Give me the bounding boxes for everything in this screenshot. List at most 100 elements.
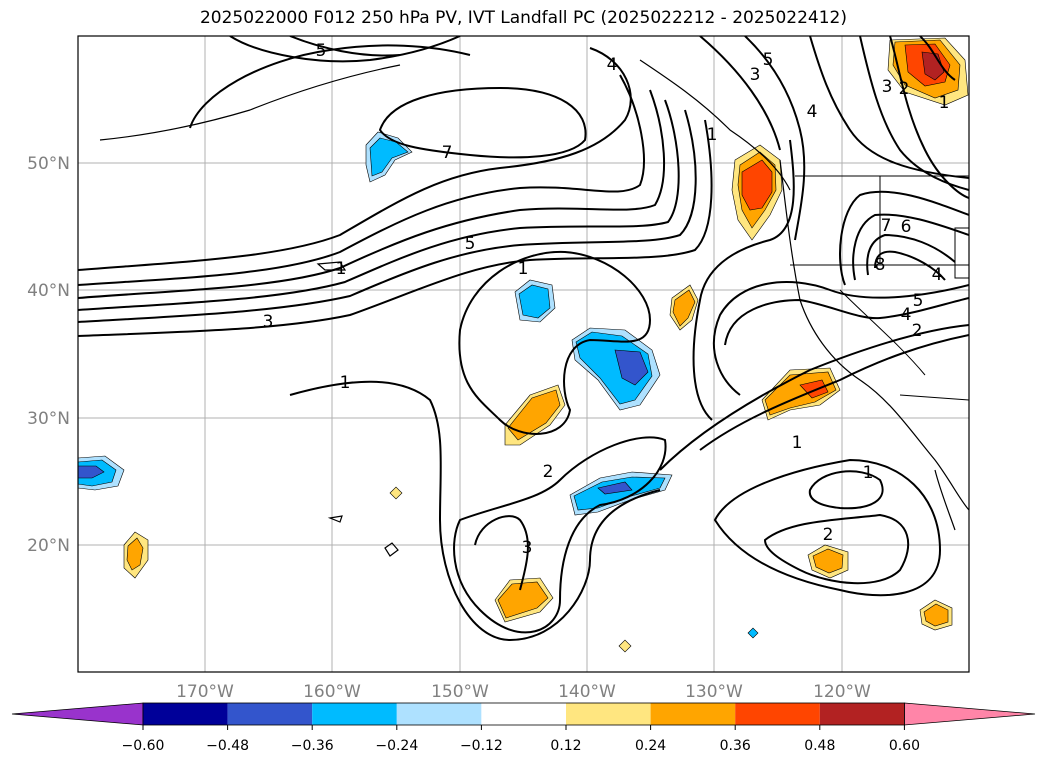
hawaii-big <box>384 542 399 557</box>
contour-zc <box>229 36 461 63</box>
colorbar-tick-label: −0.36 <box>291 738 334 754</box>
anomaly-16n-inner <box>497 581 549 619</box>
colorbar-box <box>143 703 228 725</box>
map-title: 2025022000 F012 250 hPa PV, IVT Landfall… <box>199 8 847 28</box>
contour-label-4b: 4 <box>807 102 818 122</box>
contour-label-1f: 1 <box>939 93 950 113</box>
anomaly-dot-3 <box>747 627 759 639</box>
contour-u <box>866 233 956 276</box>
colorbar-tick-label: 0.36 <box>720 738 751 754</box>
contour-v <box>874 250 946 281</box>
colorbar-box <box>819 703 905 725</box>
hawaii-small <box>327 515 343 523</box>
baja <box>934 469 956 531</box>
contour-label-group: 7 5 3 1 1 2 3 4 3 4 5 1 1 2 1 4 5 6 7 8 … <box>263 41 950 558</box>
contour-label-4a: 4 <box>607 55 618 75</box>
borders <box>790 175 969 401</box>
ivt-contours <box>78 36 969 642</box>
lon-label-140w: 140°W <box>558 682 616 702</box>
axis-labels: 50°N 40°N 30°N 20°N 170°W 160°W 150°W 14… <box>27 154 871 702</box>
contour-label-5d: 5 <box>316 41 327 61</box>
colorbar-box <box>650 703 736 725</box>
colorbar-tick-label: −0.60 <box>122 738 165 754</box>
colorbar-tick-label: −0.48 <box>206 738 249 754</box>
colorbar-extend-left <box>11 702 144 726</box>
west-coast <box>779 159 969 511</box>
contour-label-1g: 1 <box>336 259 347 279</box>
colorbar-tick-label: −0.24 <box>375 738 418 754</box>
anomaly-145w-inner <box>507 389 561 441</box>
anomaly-138w-mid <box>575 331 653 405</box>
colorbar-segments <box>11 702 1036 726</box>
contour-p <box>724 297 969 346</box>
lat-label-40n: 40°N <box>27 281 70 301</box>
contour-label-2d: 2 <box>899 79 910 99</box>
contour-label-5c: 5 <box>913 291 924 311</box>
anomaly-138w-inner <box>614 349 649 386</box>
contour-q <box>712 281 969 396</box>
contour-zf <box>919 36 956 81</box>
contour-h <box>453 436 667 634</box>
anomaly-113w-inner <box>923 603 949 627</box>
contour-z <box>744 36 806 241</box>
contour-label-1b: 1 <box>518 259 529 279</box>
lon-label-150w: 150°W <box>431 682 489 702</box>
contour-e <box>78 109 697 323</box>
contour-j <box>458 250 652 435</box>
contour-label-4c: 4 <box>901 305 912 325</box>
contour-label-2b: 2 <box>823 525 834 545</box>
contour-label-7a: 7 <box>442 143 453 163</box>
contour-m <box>808 470 884 510</box>
contour-f <box>78 119 713 337</box>
contour-l <box>763 513 910 585</box>
contour-c <box>78 89 666 299</box>
filled-anomalies <box>78 37 969 653</box>
contour-label-2c: 2 <box>912 321 923 341</box>
lat-label-50n: 50°N <box>27 154 70 174</box>
anomaly-vi-inner <box>741 159 773 211</box>
contour-label-1d: 1 <box>792 433 803 453</box>
island-1 <box>316 261 347 271</box>
anomaly-24n-inner <box>597 481 633 495</box>
anomaly-ne-core <box>921 51 945 81</box>
contour-y <box>809 36 969 179</box>
contour-label-1e: 1 <box>863 463 874 483</box>
contour-label-5b: 5 <box>763 50 774 70</box>
colorbar-tick-label: 0.24 <box>635 738 666 754</box>
contour-label-8: 8 <box>875 255 886 275</box>
colorbar-frame <box>142 702 905 726</box>
mexico-border <box>899 394 969 401</box>
anomaly-west-inner <box>78 465 105 479</box>
anomaly-176w-inner <box>126 537 144 571</box>
contour-d <box>78 99 680 311</box>
anomaly-dot-2 <box>618 639 632 653</box>
contour-n <box>699 334 969 451</box>
colorbar-box <box>312 703 397 725</box>
anomaly-dot-1 <box>389 486 403 500</box>
state-border-4 <box>839 289 926 376</box>
contour-g <box>289 380 661 642</box>
contour-label-5a: 5 <box>465 234 476 254</box>
colorbar-box <box>227 703 313 725</box>
colorbar-box <box>396 703 482 725</box>
contour-label-3d: 3 <box>882 77 893 97</box>
contour-a <box>78 47 632 271</box>
colorbar-box <box>481 703 566 725</box>
lon-label-160w: 160°W <box>303 682 361 702</box>
contour-label-4d: 4 <box>932 265 943 285</box>
colorbar-box <box>735 703 820 725</box>
anomaly-146w-inner <box>518 284 551 319</box>
contour-x <box>859 36 969 191</box>
contour-zd <box>378 86 587 159</box>
contour-b <box>78 74 645 286</box>
aleutians <box>99 64 401 141</box>
contour-label-1c: 1 <box>707 125 718 145</box>
lat-label-30n: 30°N <box>27 409 70 429</box>
contour-label-3b: 3 <box>522 538 533 558</box>
contour-label-3c: 3 <box>750 65 761 85</box>
contour-label-2a: 2 <box>543 462 554 482</box>
contour-o <box>659 324 969 471</box>
lon-label-170w: 170°W <box>176 682 234 702</box>
